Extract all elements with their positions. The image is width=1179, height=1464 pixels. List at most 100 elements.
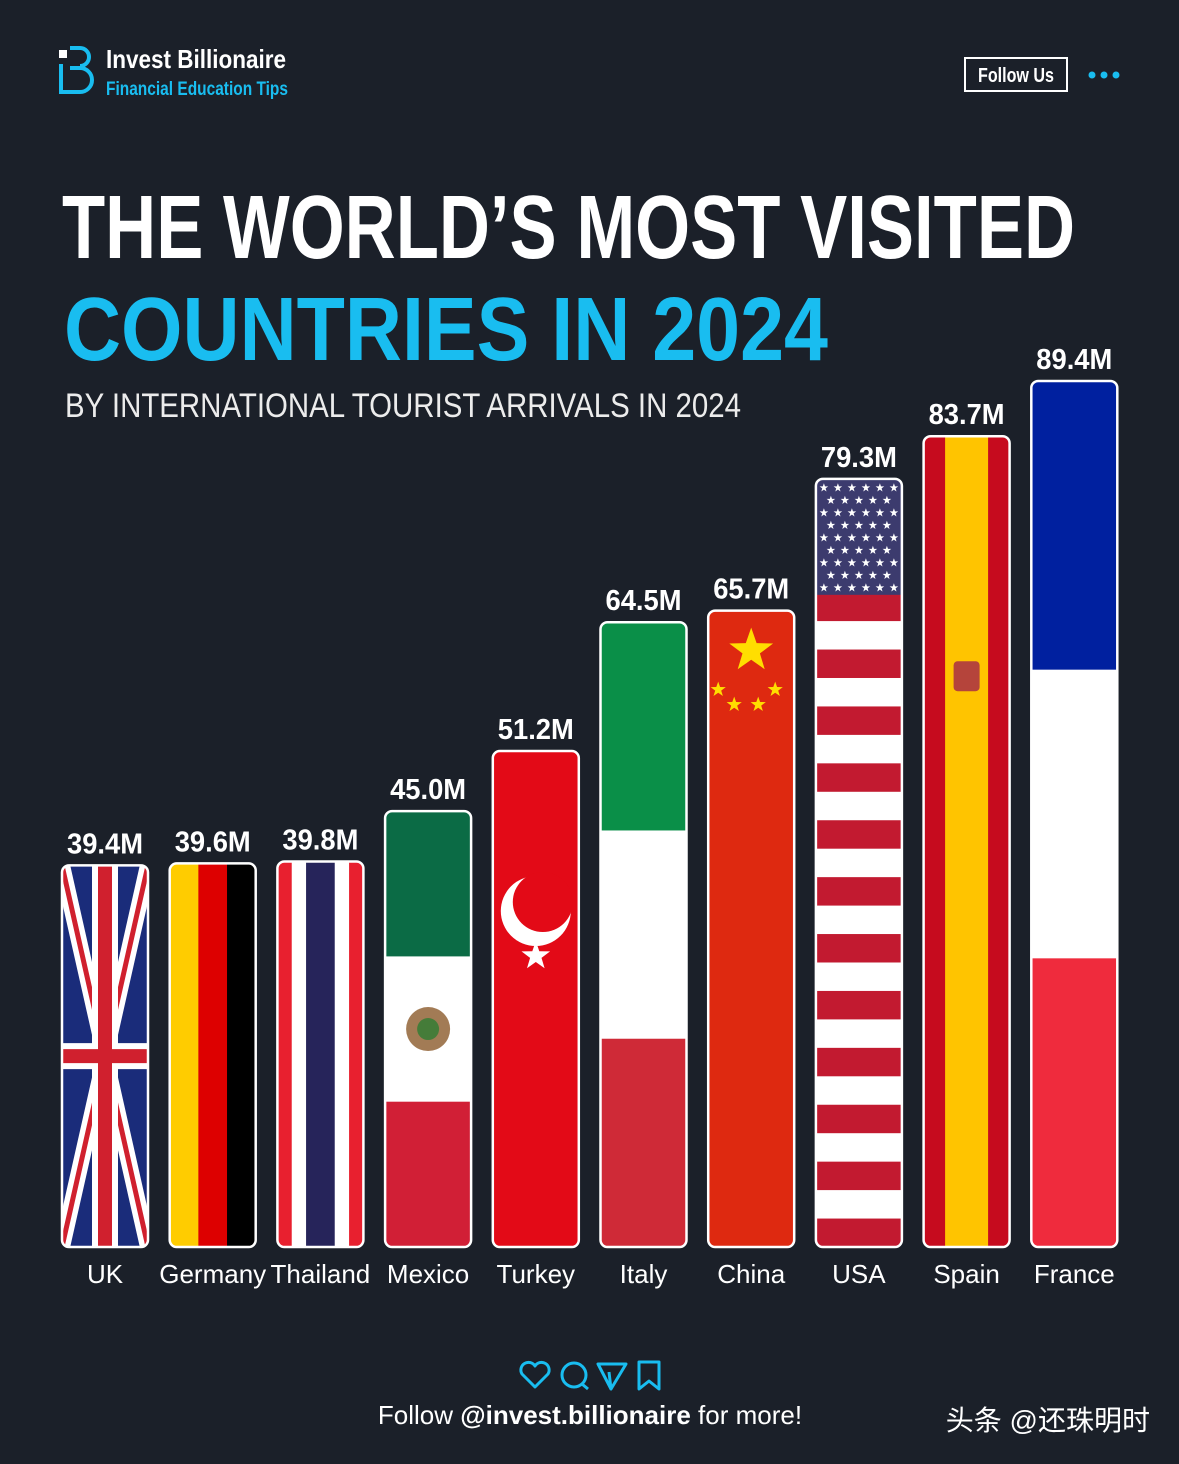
bar bbox=[706, 609, 796, 1249]
flag-star bbox=[889, 533, 899, 542]
flag-star bbox=[882, 545, 892, 554]
flag-stripe bbox=[923, 436, 946, 1247]
value-label: 83.7M bbox=[929, 399, 1005, 431]
flag-star bbox=[868, 545, 878, 554]
flag-stripe bbox=[334, 861, 350, 1247]
flag-stripe bbox=[815, 820, 902, 850]
flag-star bbox=[861, 483, 871, 492]
flag-stripe bbox=[198, 863, 228, 1247]
flag-star bbox=[840, 495, 850, 504]
flag-stripe bbox=[815, 763, 902, 793]
flag-stripe bbox=[291, 861, 307, 1247]
footer-follow: Follow bbox=[378, 1400, 453, 1430]
flag-star bbox=[868, 520, 878, 529]
flag-star bbox=[875, 483, 885, 492]
flag-star bbox=[750, 696, 766, 711]
flag-star bbox=[840, 570, 850, 579]
flag-star bbox=[861, 558, 871, 567]
flag-emblem bbox=[953, 661, 980, 692]
value-label: 89.4M bbox=[1036, 344, 1112, 376]
flag-stripe bbox=[600, 1038, 687, 1247]
flag-star bbox=[819, 508, 829, 517]
flag-star bbox=[882, 520, 892, 529]
flag-stripe bbox=[815, 1076, 902, 1106]
flag-stripe bbox=[277, 861, 293, 1247]
flag bbox=[62, 865, 148, 1247]
flag-stripe bbox=[815, 962, 902, 992]
flag-stripe bbox=[815, 877, 902, 907]
flag-stripe bbox=[1031, 669, 1118, 959]
bar bbox=[383, 809, 473, 1249]
flag-star bbox=[868, 495, 878, 504]
flag-star bbox=[861, 533, 871, 542]
flag-emblem bbox=[417, 1018, 440, 1041]
flag-stripe bbox=[815, 990, 902, 1020]
flag-stripe bbox=[815, 1104, 902, 1134]
bar bbox=[276, 860, 365, 1249]
flag-star bbox=[875, 558, 885, 567]
flag-stripe bbox=[169, 863, 199, 1247]
flag-field bbox=[708, 610, 795, 1247]
flag bbox=[600, 622, 687, 1247]
flag-star bbox=[875, 508, 885, 517]
flag-stripe bbox=[815, 1218, 902, 1248]
flag-star bbox=[833, 508, 843, 517]
flag-stripe bbox=[945, 436, 989, 1247]
x-tick-label: Italy bbox=[620, 1259, 668, 1289]
value-label: 39.4M bbox=[67, 828, 143, 860]
flag bbox=[492, 751, 579, 1247]
flag-crescent bbox=[512, 872, 573, 933]
flag-stripe bbox=[1031, 381, 1118, 671]
flag-stripe bbox=[815, 649, 902, 679]
bar bbox=[1030, 379, 1119, 1249]
footer-handle[interactable]: @invest.billionaire bbox=[460, 1400, 691, 1430]
flag-stripe bbox=[815, 706, 902, 736]
flag-stripe bbox=[815, 1047, 902, 1077]
x-tick-label: France bbox=[1034, 1259, 1115, 1289]
follow-button-label[interactable]: Follow Us bbox=[978, 65, 1054, 87]
flag-star bbox=[819, 583, 829, 592]
flag-field bbox=[492, 751, 579, 1247]
bar bbox=[168, 862, 257, 1249]
flag-star bbox=[729, 627, 774, 670]
flag-star bbox=[819, 483, 829, 492]
bar bbox=[60, 864, 150, 1249]
flag-star bbox=[726, 696, 742, 711]
flag bbox=[169, 863, 256, 1247]
flag-stripe bbox=[306, 861, 336, 1247]
flag-star bbox=[847, 558, 857, 567]
flag-star bbox=[889, 558, 899, 567]
flag-star bbox=[868, 570, 878, 579]
flag-stripe bbox=[815, 1133, 902, 1163]
flag-stripe bbox=[815, 677, 902, 707]
flag-stripe bbox=[815, 592, 902, 622]
flag-star bbox=[833, 583, 843, 592]
x-tick-label: USA bbox=[832, 1259, 886, 1289]
more-menu[interactable] bbox=[1088, 71, 1120, 79]
flag-stripe bbox=[349, 861, 364, 1247]
flag-stripe bbox=[815, 734, 902, 764]
value-label: 39.6M bbox=[175, 826, 251, 858]
flag-stripe bbox=[815, 1019, 902, 1049]
flag-star bbox=[854, 545, 864, 554]
flag-star bbox=[819, 558, 829, 567]
footer-more: for more! bbox=[698, 1400, 802, 1430]
flag-star bbox=[889, 483, 899, 492]
flag-star bbox=[826, 520, 836, 529]
flag-stripe bbox=[815, 848, 902, 878]
flag-stripe bbox=[600, 622, 687, 831]
flag-stripe bbox=[385, 811, 472, 957]
follow-button[interactable] bbox=[964, 57, 1068, 92]
flag-stripe bbox=[1031, 958, 1118, 1247]
value-label: 79.3M bbox=[821, 442, 897, 474]
flag-star bbox=[847, 508, 857, 517]
flag bbox=[277, 861, 364, 1247]
flag-star bbox=[521, 941, 551, 969]
social-icons[interactable] bbox=[519, 1360, 661, 1391]
x-tick-label: China bbox=[717, 1259, 785, 1289]
flag-star bbox=[854, 520, 864, 529]
bar bbox=[922, 434, 1011, 1249]
x-tick-label: Turkey bbox=[497, 1259, 576, 1289]
value-label: 64.5M bbox=[606, 585, 682, 617]
